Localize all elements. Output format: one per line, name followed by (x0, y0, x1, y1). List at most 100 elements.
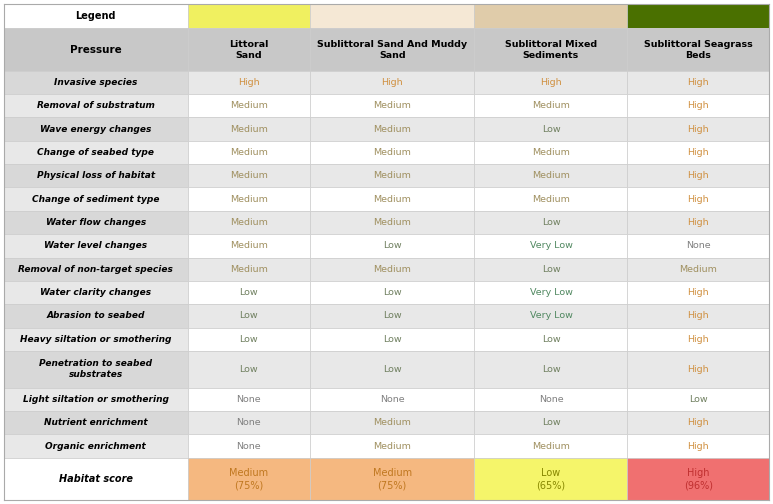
Text: Sublittoral Seagrass
Beds: Sublittoral Seagrass Beds (644, 39, 753, 59)
Bar (628, 328, 769, 351)
Text: High: High (687, 288, 709, 297)
Bar (4, 234, 188, 258)
Text: Medium
(75%): Medium (75%) (230, 468, 268, 490)
Text: Low: Low (240, 365, 258, 374)
Text: Wave energy changes: Wave energy changes (40, 124, 152, 134)
Bar (628, 351, 769, 388)
Text: Heavy siltation or smothering: Heavy siltation or smothering (20, 335, 172, 344)
Bar (188, 164, 310, 187)
Bar (310, 388, 475, 411)
Bar (310, 411, 475, 434)
Text: Medium: Medium (230, 124, 267, 134)
Text: Very Low: Very Low (530, 311, 573, 321)
Text: Low: Low (542, 418, 560, 427)
Text: High: High (687, 335, 709, 344)
Text: Medium: Medium (532, 171, 570, 180)
Bar (4, 211, 188, 234)
Bar (4, 388, 188, 411)
Text: Low: Low (383, 335, 401, 344)
Bar (475, 4, 628, 28)
Text: Medium: Medium (373, 148, 411, 157)
Text: High
(96%): High (96%) (684, 468, 713, 490)
Text: Medium: Medium (230, 218, 267, 227)
Text: Low: Low (542, 265, 560, 274)
Text: Medium: Medium (532, 148, 570, 157)
Bar (628, 281, 769, 304)
Bar (188, 281, 310, 304)
Bar (310, 141, 475, 164)
Text: High: High (687, 171, 709, 180)
Bar (475, 388, 628, 411)
Text: Sublittoral Sand And Muddy
Sand: Sublittoral Sand And Muddy Sand (317, 39, 468, 59)
Bar (475, 28, 628, 71)
Bar (628, 411, 769, 434)
Text: Medium: Medium (230, 171, 267, 180)
Bar (188, 304, 310, 328)
Text: Medium: Medium (373, 442, 411, 451)
Bar (188, 187, 310, 211)
Bar (475, 187, 628, 211)
Text: Legend: Legend (76, 11, 116, 21)
Bar (628, 117, 769, 141)
Bar (475, 258, 628, 281)
Bar (188, 94, 310, 117)
Bar (628, 141, 769, 164)
Bar (188, 71, 310, 94)
Bar (475, 141, 628, 164)
Bar (310, 328, 475, 351)
Bar (310, 94, 475, 117)
Text: Medium: Medium (230, 148, 267, 157)
Bar (475, 211, 628, 234)
Bar (188, 234, 310, 258)
Bar (4, 281, 188, 304)
Bar (188, 434, 310, 458)
Text: None: None (237, 395, 261, 404)
Text: None: None (237, 418, 261, 427)
Text: Penetration to seabed
substrates: Penetration to seabed substrates (39, 359, 152, 380)
Text: Medium: Medium (230, 195, 267, 204)
Bar (475, 434, 628, 458)
Text: Medium: Medium (373, 218, 411, 227)
Text: Medium: Medium (373, 195, 411, 204)
Text: High: High (687, 78, 709, 87)
Text: Medium
(75%): Medium (75%) (373, 468, 412, 490)
Bar (475, 164, 628, 187)
Bar (310, 458, 475, 500)
Bar (628, 4, 769, 28)
Text: Nutrient enrichment: Nutrient enrichment (44, 418, 148, 427)
Text: High: High (687, 311, 709, 321)
Bar (188, 211, 310, 234)
Text: Low: Low (689, 395, 707, 404)
Bar (4, 328, 188, 351)
Text: Abrasion to seabed: Abrasion to seabed (46, 311, 145, 321)
Text: Low: Low (383, 365, 401, 374)
Bar (310, 281, 475, 304)
Bar (628, 187, 769, 211)
Bar (4, 351, 188, 388)
Bar (310, 258, 475, 281)
Text: High: High (687, 148, 709, 157)
Bar (628, 258, 769, 281)
Text: High: High (381, 78, 403, 87)
Text: Physical loss of habitat: Physical loss of habitat (37, 171, 155, 180)
Bar (628, 164, 769, 187)
Text: Light siltation or smothering: Light siltation or smothering (22, 395, 169, 404)
Bar (628, 94, 769, 117)
Bar (310, 304, 475, 328)
Bar (475, 304, 628, 328)
Text: High: High (687, 124, 709, 134)
Bar (4, 258, 188, 281)
Bar (475, 117, 628, 141)
Text: Medium: Medium (532, 442, 570, 451)
Text: None: None (686, 241, 710, 250)
Bar (4, 187, 188, 211)
Bar (475, 328, 628, 351)
Text: Medium: Medium (373, 265, 411, 274)
Bar (475, 71, 628, 94)
Text: Low
(65%): Low (65%) (536, 468, 566, 490)
Bar (628, 434, 769, 458)
Bar (475, 234, 628, 258)
Bar (628, 28, 769, 71)
Text: Medium: Medium (373, 418, 411, 427)
Text: Low: Low (542, 124, 560, 134)
